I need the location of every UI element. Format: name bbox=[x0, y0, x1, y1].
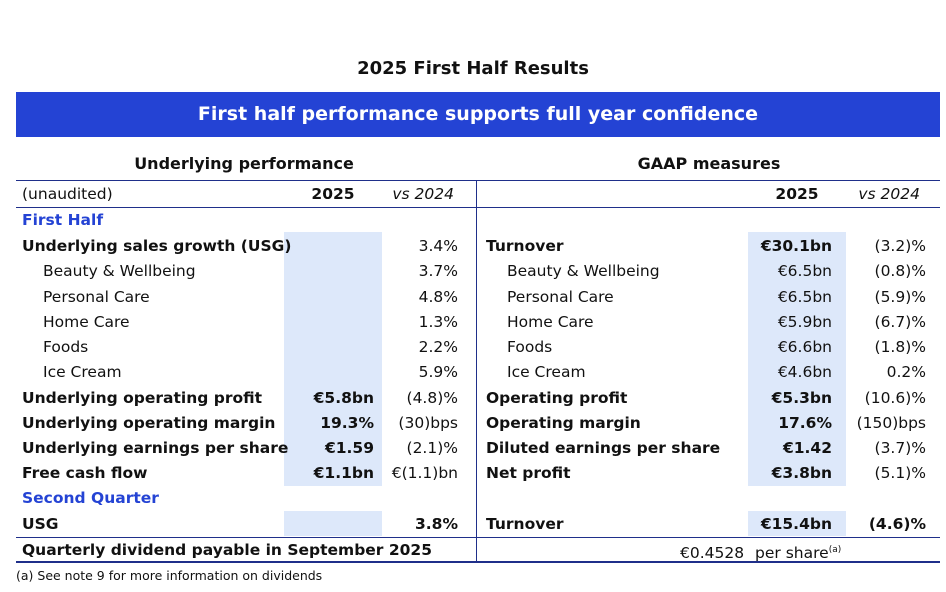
rule-under-headers bbox=[16, 207, 940, 208]
right-row-2025: €6.5bn bbox=[777, 288, 832, 306]
q2-right-2025: €15.4bn bbox=[760, 515, 832, 533]
right-year-header: 2025 bbox=[775, 185, 819, 203]
unaudited-label: (unaudited) bbox=[22, 185, 113, 203]
left-row-2025: €1.59 bbox=[324, 439, 374, 457]
left-row-label: Home Care bbox=[43, 313, 130, 331]
second-quarter-label: Second Quarter bbox=[22, 489, 159, 507]
rule-top bbox=[16, 180, 940, 181]
rule-bottom bbox=[16, 561, 940, 563]
right-section-header: GAAP measures bbox=[637, 154, 781, 173]
left-year-header: 2025 bbox=[311, 185, 355, 203]
right-q2-2025-shade bbox=[748, 511, 846, 536]
right-row-2025: €6.5bn bbox=[777, 262, 832, 280]
right-row-vs2024: (5.9)% bbox=[874, 288, 926, 306]
right-row-vs2024: (0.8)% bbox=[874, 262, 926, 280]
left-row-2025: €1.1bn bbox=[313, 464, 374, 482]
right-row-2025: €5.9bn bbox=[777, 313, 832, 331]
right-row-label: Operating margin bbox=[486, 414, 641, 432]
right-row-label: Home Care bbox=[507, 313, 594, 331]
left-row-vs2024: 3.4% bbox=[418, 237, 458, 255]
right-row-vs2024: (3.7)% bbox=[874, 439, 926, 457]
right-row-2025: 17.6% bbox=[778, 414, 832, 432]
rule-above-dividend bbox=[16, 537, 940, 538]
left-row-label: Free cash flow bbox=[22, 464, 148, 482]
column-divider bbox=[476, 180, 477, 562]
q2-left-label: USG bbox=[22, 515, 59, 533]
left-row-label: Beauty & Wellbeing bbox=[43, 262, 196, 280]
q2-left-vs: 3.8% bbox=[415, 515, 458, 533]
left-row-vs2024: 2.2% bbox=[418, 338, 458, 356]
right-row-label: Net profit bbox=[486, 464, 571, 482]
left-row-vs2024: 1.3% bbox=[418, 313, 458, 331]
right-vs-header: vs 2024 bbox=[858, 185, 920, 203]
left-row-2025: 19.3% bbox=[320, 414, 374, 432]
left-row-label: Ice Cream bbox=[43, 363, 122, 381]
left-row-vs2024: (30)bps bbox=[398, 414, 458, 432]
right-row-vs2024: (6.7)% bbox=[874, 313, 926, 331]
left-q2-2025-shade bbox=[284, 511, 382, 536]
left-row-label: Foods bbox=[43, 338, 89, 356]
right-row-label: Turnover bbox=[486, 237, 564, 255]
left-row-vs2024: 4.8% bbox=[418, 288, 458, 306]
right-row-2025: €3.8bn bbox=[771, 464, 832, 482]
left-row-label: Underlying sales growth (USG) bbox=[22, 237, 292, 255]
left-row-2025: €5.8bn bbox=[313, 389, 374, 407]
right-row-2025: €30.1bn bbox=[760, 237, 832, 255]
left-section-header: Underlying performance bbox=[134, 154, 354, 173]
dividend-unit: per share bbox=[755, 544, 829, 563]
right-row-2025: €1.42 bbox=[782, 439, 832, 457]
left-row-vs2024: (4.8)% bbox=[406, 389, 458, 407]
right-row-label: Diluted earnings per share bbox=[486, 439, 721, 457]
right-row-vs2024: (3.2)% bbox=[874, 237, 926, 255]
left-row-label: Underlying earnings per share bbox=[22, 439, 289, 457]
document-title: 2025 First Half Results bbox=[357, 58, 589, 79]
left-row-label: Underlying operating profit bbox=[22, 389, 263, 407]
left-row-vs2024: €(1.1)bn bbox=[391, 464, 458, 482]
right-row-vs2024: (150)bps bbox=[856, 414, 926, 432]
right-row-2025: €4.6bn bbox=[777, 363, 832, 381]
left-row-vs2024: (2.1)% bbox=[406, 439, 458, 457]
left-row-vs2024: 5.9% bbox=[418, 363, 458, 381]
q2-right-vs: (4.6)% bbox=[868, 515, 926, 533]
dividend-label: Quarterly dividend payable in September … bbox=[22, 541, 432, 559]
dividend-amount: €0.4528 bbox=[680, 544, 745, 563]
headline-banner: First half performance supports full yea… bbox=[16, 92, 940, 137]
first-half-label: First Half bbox=[22, 211, 104, 229]
dividend-value: €0.4528 per share(a) bbox=[680, 540, 841, 563]
left-row-vs2024: 3.7% bbox=[418, 262, 458, 280]
right-row-vs2024: (5.1)% bbox=[874, 464, 926, 482]
right-row-vs2024: 0.2% bbox=[886, 363, 926, 381]
right-row-label: Operating profit bbox=[486, 389, 628, 407]
right-row-2025: €6.6bn bbox=[777, 338, 832, 356]
right-row-2025: €5.3bn bbox=[771, 389, 832, 407]
left-2025-column-shade bbox=[284, 232, 382, 486]
footnote: (a) See note 9 for more information on d… bbox=[16, 568, 323, 583]
left-row-label: Personal Care bbox=[43, 288, 150, 306]
right-row-vs2024: (1.8)% bbox=[874, 338, 926, 356]
dividend-note-mark: (a) bbox=[828, 545, 842, 555]
right-row-label: Ice Cream bbox=[507, 363, 586, 381]
right-row-label: Personal Care bbox=[507, 288, 614, 306]
q2-right-label: Turnover bbox=[486, 515, 564, 533]
headline-text: First half performance supports full yea… bbox=[197, 103, 759, 125]
right-row-label: Beauty & Wellbeing bbox=[507, 262, 660, 280]
right-2025-column-shade bbox=[748, 232, 846, 486]
left-vs-header: vs 2024 bbox=[392, 185, 454, 203]
right-row-label: Foods bbox=[507, 338, 553, 356]
left-row-label: Underlying operating margin bbox=[22, 414, 276, 432]
right-row-vs2024: (10.6)% bbox=[864, 389, 926, 407]
